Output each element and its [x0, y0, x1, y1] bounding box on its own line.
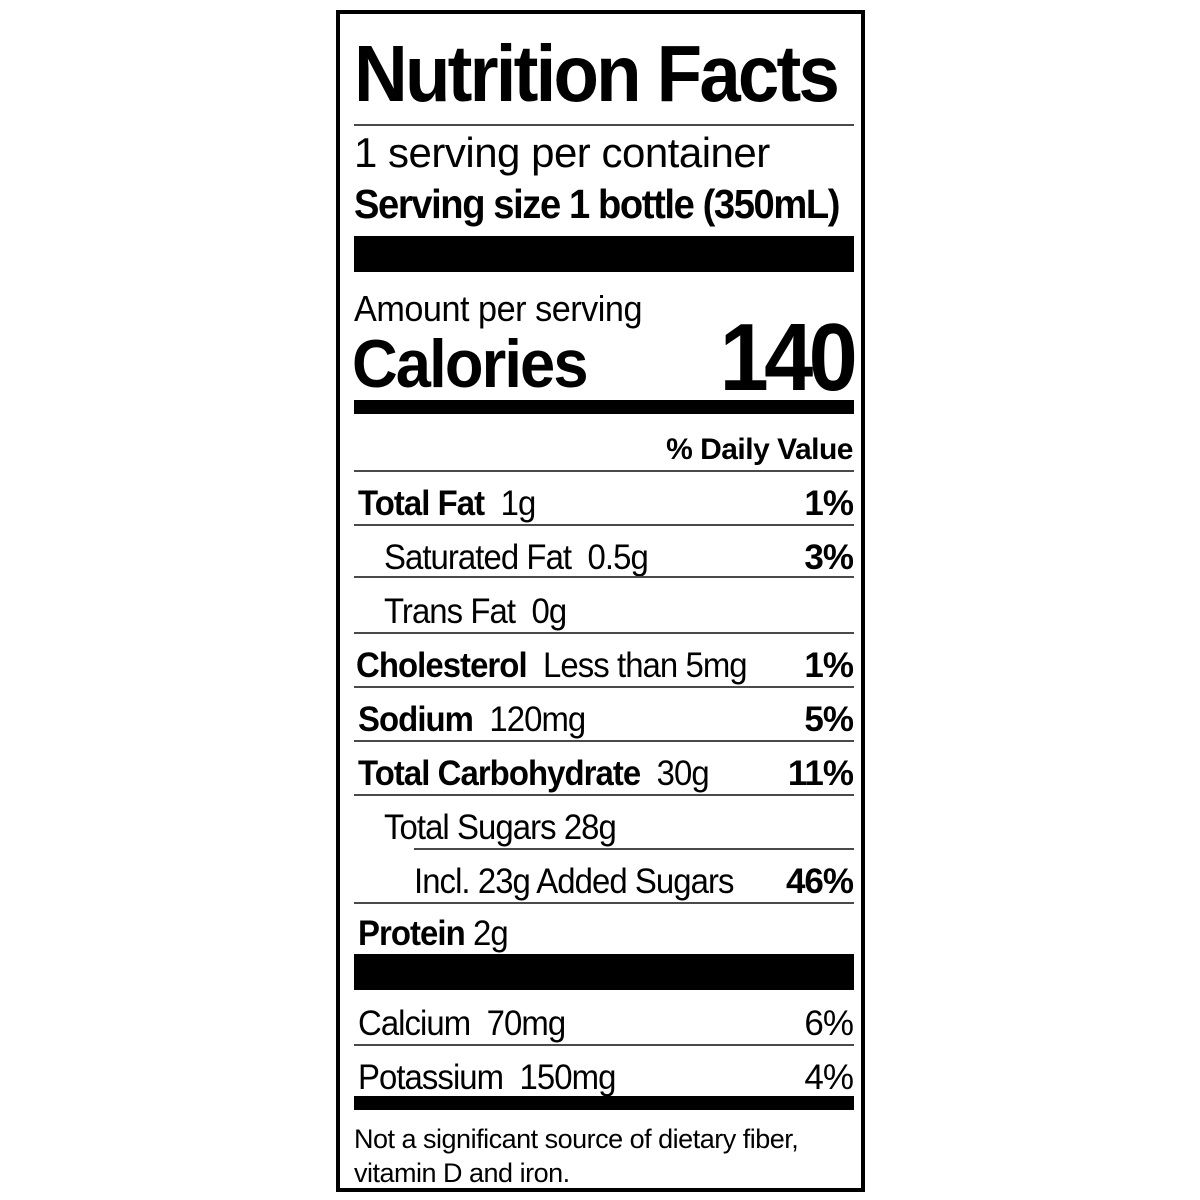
row-divider: [354, 576, 854, 578]
row-divider: [354, 686, 854, 688]
calories-label: Calories: [352, 326, 589, 402]
daily-value-header: % Daily Value: [666, 433, 853, 466]
nutrient-row-total-carbohydrate: Total Carbohydrate 30g: [358, 754, 710, 793]
mineral-amount: 150mg: [519, 1058, 617, 1097]
label-title: Nutrition Facts: [354, 29, 840, 118]
nutrient-dv: 5%: [804, 700, 854, 739]
nutrient-name: Cholesterol: [356, 646, 528, 685]
mineral-row-potassium: Potassium 150mg: [358, 1058, 617, 1097]
serving-size: Serving size 1 bottle (350mL): [354, 181, 840, 227]
row-divider: [354, 740, 854, 742]
row-divider: [414, 848, 854, 850]
title-divider: [354, 124, 854, 126]
mineral-dv: 4%: [804, 1058, 854, 1097]
nutrient-amount: 120mg: [489, 700, 586, 739]
nutrient-amount: Less than 5mg: [543, 646, 748, 685]
nutrient-amount: 28g: [563, 808, 617, 847]
nutrient-row-cholesterol: Cholesterol Less than 5mg: [356, 646, 748, 685]
nutrient-name: Total Fat: [358, 484, 485, 523]
mineral-name: Potassium: [358, 1058, 504, 1097]
row-divider: [354, 1044, 854, 1046]
row-divider: [354, 902, 854, 904]
footnote-divider: [354, 1096, 854, 1110]
nutrient-amount: 0g: [531, 592, 568, 631]
amount-per-serving: Amount per serving: [354, 288, 642, 329]
footnote-line-2: vitamin D and iron.: [354, 1158, 570, 1188]
mineral-row-calcium: Calcium 70mg: [358, 1004, 566, 1043]
row-divider: [354, 632, 854, 634]
row-divider: [354, 524, 854, 526]
servings-per-container: 1 serving per container: [354, 129, 770, 176]
mineral-dv: 6%: [804, 1004, 854, 1043]
footnote-line-1: Not a significant source of dietary fibe…: [354, 1124, 799, 1154]
nutrient-row-protein: Protein 2g: [358, 914, 509, 953]
nutrient-row-added-sugars: Incl. 23g Added Sugars: [414, 864, 734, 899]
nutrient-amount: 30g: [656, 754, 710, 793]
mineral-amount: 70mg: [486, 1004, 566, 1043]
nutrient-dv: 46%: [785, 862, 854, 901]
nutrient-name: Protein: [358, 914, 466, 953]
nutrient-name: Total Sugars: [384, 808, 557, 847]
nutrient-amount: 0.5g: [587, 538, 649, 577]
nutrient-name: Saturated Fat: [384, 538, 572, 577]
nutrient-name: Incl. 23g Added Sugars: [414, 862, 734, 901]
thick-divider-top: [354, 236, 854, 272]
nutrient-amount: 2g: [472, 914, 509, 953]
nutrient-row-trans-fat: Trans Fat 0g: [384, 592, 568, 631]
nutrient-dv: 1%: [804, 484, 854, 523]
nutrient-dv: 1%: [804, 646, 854, 685]
thick-divider-bottom: [354, 954, 854, 990]
nutrient-row-sodium: Sodium 120mg: [358, 700, 586, 739]
nutrient-row-total-sugars: Total Sugars 28g: [384, 808, 617, 847]
nutrient-row-saturated-fat: Saturated Fat 0.5g: [384, 538, 649, 577]
nutrient-row-total-fat: Total Fat 1g: [358, 484, 537, 523]
mineral-name: Calcium: [358, 1004, 471, 1043]
row-divider: [354, 470, 854, 472]
row-divider: [354, 794, 854, 796]
calories-value: 140: [719, 304, 857, 411]
nutrient-dv: 3%: [804, 538, 854, 577]
nutrient-name: Trans Fat: [384, 592, 516, 631]
medium-divider: [354, 400, 854, 414]
nutrition-facts-label: Nutrition Facts 1 serving per container …: [336, 10, 865, 1192]
nutrient-name: Total Carbohydrate: [358, 754, 641, 793]
nutrient-name: Sodium: [358, 700, 474, 739]
nutrient-amount: 1g: [500, 484, 537, 523]
nutrient-dv: 11%: [787, 754, 854, 793]
